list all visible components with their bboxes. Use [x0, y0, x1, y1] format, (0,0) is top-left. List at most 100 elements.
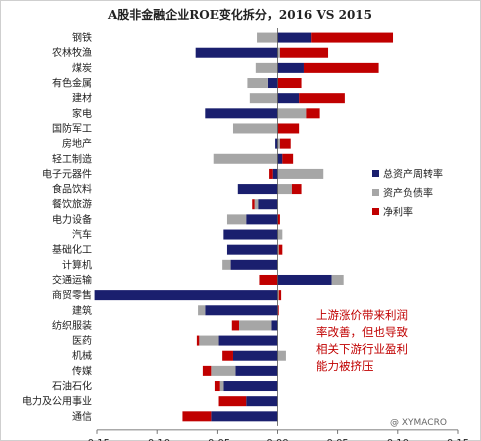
bar-turnover-23: [223, 381, 278, 392]
bar-turnover-25: [211, 411, 278, 422]
bar-turnover-9: [272, 168, 278, 179]
x-tick-label: 0.10: [387, 438, 409, 441]
x-tick-label: -0.10: [144, 438, 170, 441]
legend-swatch: [372, 170, 379, 177]
bar-leverage-14: [277, 244, 279, 255]
bar-layer: [94, 32, 394, 422]
bar-margin-6: [277, 123, 300, 134]
bar-turnover-1: [195, 47, 278, 58]
bar-margin-5: [306, 108, 320, 119]
category-label: 建材: [72, 92, 92, 105]
bar-leverage-0: [257, 32, 278, 43]
x-tick-label: 0.00: [266, 438, 288, 441]
category-label: 基础化工: [52, 243, 92, 256]
bar-margin-0: [311, 32, 394, 43]
bar-turnover-7: [275, 138, 278, 149]
x-tick-label: 0.05: [327, 438, 349, 441]
bar-margin-19: [231, 320, 239, 331]
bar-leverage-8: [213, 153, 278, 164]
x-tick-label: 0.15: [447, 438, 469, 441]
bar-leverage-6: [232, 123, 278, 134]
bar-margin-20: [196, 335, 200, 346]
category-label: 钢铁: [72, 31, 92, 44]
annotation-text: 上游涨价带来利润率改善，但也导致相关下游行业盈利能力被挤压: [316, 308, 408, 373]
category-label: 房地产: [62, 137, 92, 150]
bar-leverage-15: [222, 259, 231, 270]
bar-leverage-22: [211, 365, 236, 376]
bar-turnover-18: [205, 305, 278, 316]
bar-margin-8: [282, 153, 294, 164]
bar-leverage-13: [277, 229, 283, 240]
bar-leverage-7: [277, 138, 280, 149]
category-label: 轻工制造: [52, 152, 92, 165]
category-label: 有色金属: [52, 77, 92, 90]
legend-swatch: [372, 189, 379, 196]
bar-turnover-19: [271, 320, 278, 331]
bar-leverage-2: [255, 62, 278, 73]
bar-turnover-15: [230, 259, 278, 270]
category-label: 交通运输: [52, 273, 92, 286]
bar-turnover-12: [246, 214, 278, 225]
bar-turnover-16: [277, 274, 332, 285]
category-label: 商贸零售: [52, 289, 92, 302]
category-labels: 钢铁农林牧渔煤炭有色金属建材家电国防军工房地产轻工制造电子元器件食品饮料餐饮旅游…: [22, 31, 92, 423]
watermark: @ XYMACRO: [390, 418, 447, 428]
category-label: 纺织服装: [52, 319, 92, 332]
bar-margin-7: [279, 138, 291, 149]
bar-turnover-2: [277, 62, 304, 73]
category-label: 食品饮料: [52, 183, 92, 196]
category-label: 机械: [72, 349, 92, 362]
bar-turnover-22: [235, 365, 278, 376]
bar-leverage-12: [226, 214, 247, 225]
category-label: 电力及公用事业: [22, 395, 92, 408]
bar-turnover-24: [246, 396, 278, 407]
category-label: 通信: [72, 411, 92, 423]
bar-margin-3: [277, 78, 302, 89]
category-label: 国防军工: [52, 122, 92, 135]
bar-margin-23: [214, 381, 220, 392]
bar-margin-14: [278, 244, 283, 255]
bar-margin-1: [279, 47, 329, 58]
bar-margin-24: [218, 396, 247, 407]
bar-leverage-9: [277, 168, 324, 179]
bar-margin-11: [252, 199, 255, 210]
bar-margin-18: [277, 305, 279, 316]
category-label: 汽车: [72, 228, 92, 241]
category-label: 餐饮旅游: [52, 198, 92, 211]
bar-leverage-16: [331, 274, 344, 285]
bar-turnover-21: [232, 350, 278, 361]
category-label: 建筑: [72, 304, 92, 317]
bar-leverage-11: [254, 199, 259, 210]
category-label: 电力设备: [52, 213, 92, 226]
bar-margin-9: [269, 168, 273, 179]
x-axis: -0.15 -0.10 -0.05 0.00 0.05 0.10 0.15: [84, 28, 469, 441]
bar-turnover-11: [258, 199, 278, 210]
bar-leverage-4: [249, 93, 278, 104]
category-label: 传媒: [72, 365, 92, 377]
bar-turnover-5: [205, 108, 278, 119]
bar-margin-10: [291, 184, 302, 195]
bar-leverage-3: [247, 78, 268, 89]
bar-turnover-0: [277, 32, 312, 43]
category-label: 计算机: [62, 258, 92, 271]
bar-leverage-17: [277, 290, 279, 301]
bar-turnover-4: [277, 93, 300, 104]
bar-leverage-23: [219, 381, 224, 392]
bar-margin-4: [299, 93, 345, 104]
bar-margin-16: [259, 274, 278, 285]
bar-margin-2: [303, 62, 379, 73]
bar-turnover-10: [237, 184, 278, 195]
bar-margin-17: [278, 290, 282, 301]
category-label: 农林牧渔: [52, 46, 92, 59]
bar-leverage-1: [277, 47, 280, 58]
x-tick-label: -0.15: [84, 438, 110, 441]
bar-turnover-8: [277, 153, 283, 164]
category-label: 煤炭: [72, 61, 92, 74]
bar-leverage-18: [198, 305, 206, 316]
legend-label: 总资产周转率: [383, 168, 443, 181]
category-label: 家电: [72, 107, 92, 120]
bar-turnover-20: [218, 335, 278, 346]
bar-leverage-20: [199, 335, 219, 346]
legend-label: 资产负债率: [383, 187, 433, 200]
